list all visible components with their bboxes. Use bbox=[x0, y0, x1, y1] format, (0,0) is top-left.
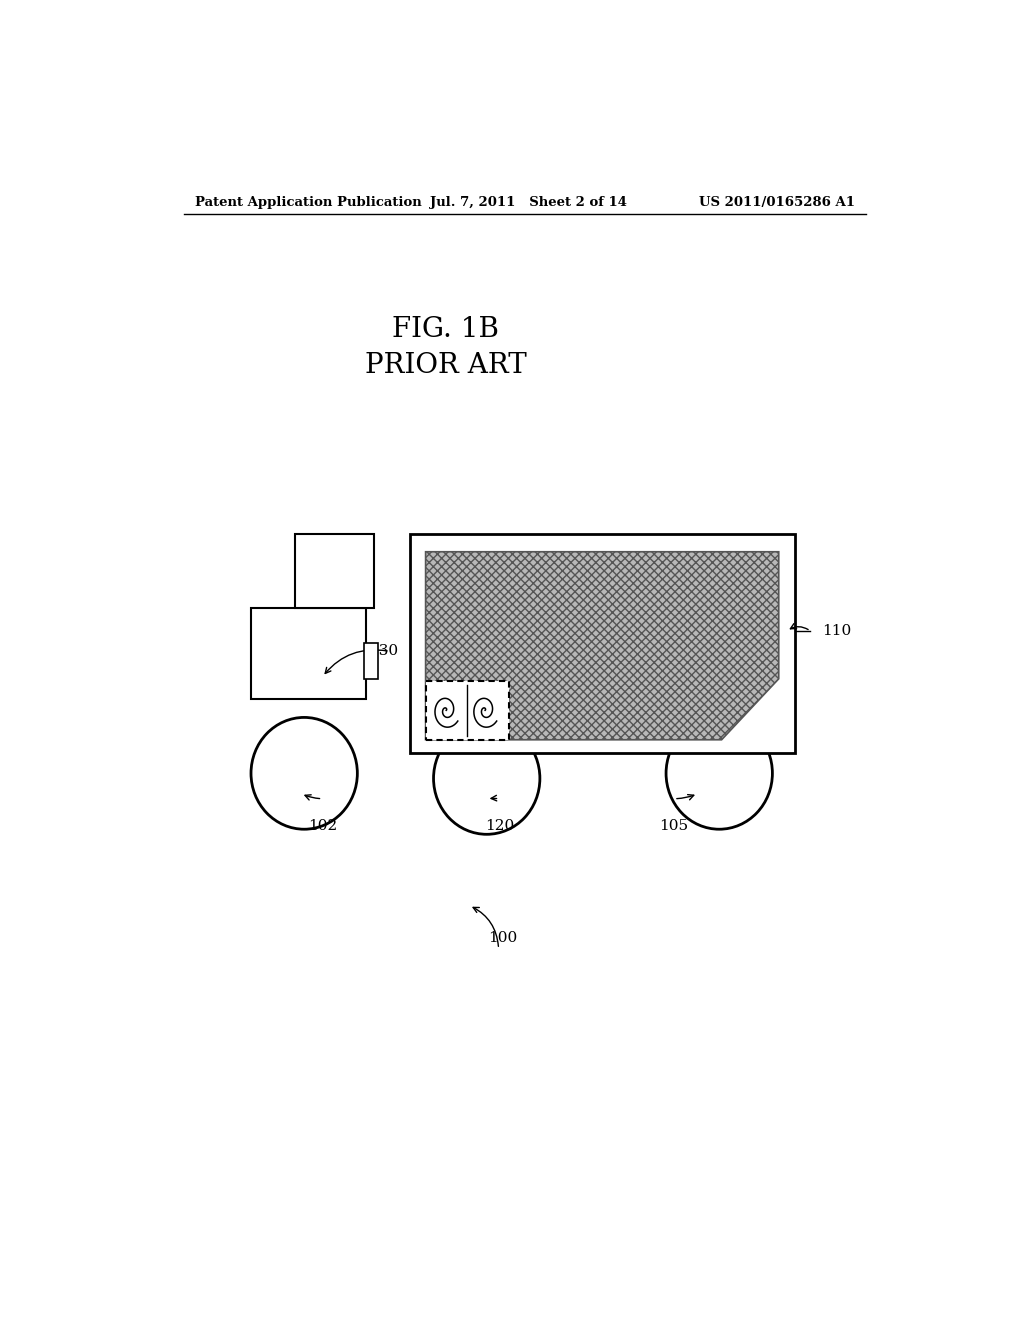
Bar bbox=[410, 535, 795, 752]
Ellipse shape bbox=[666, 718, 772, 829]
Text: Patent Application Publication: Patent Application Publication bbox=[196, 195, 422, 209]
Ellipse shape bbox=[251, 718, 357, 829]
Bar bbox=[426, 681, 509, 739]
Text: 150: 150 bbox=[652, 660, 681, 673]
Text: 120: 120 bbox=[484, 818, 514, 833]
Text: 105: 105 bbox=[659, 818, 688, 833]
Ellipse shape bbox=[433, 722, 540, 834]
Bar bbox=[251, 607, 367, 700]
Text: Jul. 7, 2011   Sheet 2 of 14: Jul. 7, 2011 Sheet 2 of 14 bbox=[430, 195, 627, 209]
Text: PRIOR ART: PRIOR ART bbox=[365, 351, 526, 379]
Text: 140: 140 bbox=[536, 657, 564, 672]
Bar bbox=[364, 643, 378, 678]
Text: 130: 130 bbox=[369, 644, 397, 659]
Text: 100: 100 bbox=[488, 931, 517, 945]
Text: 102: 102 bbox=[308, 818, 337, 833]
Text: US 2011/0165286 A1: US 2011/0165286 A1 bbox=[699, 195, 855, 209]
Polygon shape bbox=[426, 552, 779, 739]
Bar bbox=[295, 535, 374, 607]
Text: FIG. 1B: FIG. 1B bbox=[392, 315, 499, 343]
Text: 110: 110 bbox=[822, 624, 852, 638]
